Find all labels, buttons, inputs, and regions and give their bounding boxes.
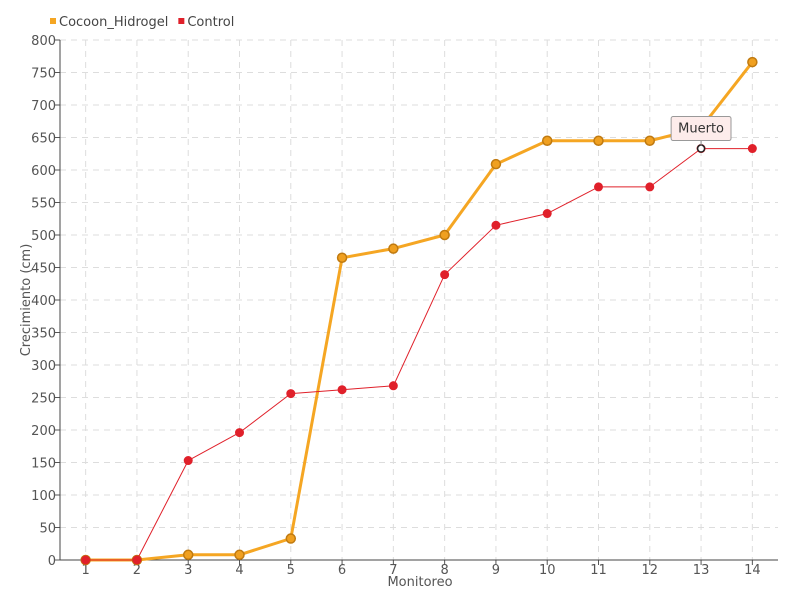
data-point-control bbox=[183, 456, 193, 466]
y-tick-label: 300 bbox=[31, 359, 56, 374]
data-point-cocoon-hidrogel bbox=[490, 158, 502, 170]
data-point-cocoon-hidrogel bbox=[747, 56, 758, 68]
data-point-control bbox=[337, 385, 347, 395]
y-tick-label: 800 bbox=[31, 34, 56, 49]
y-tick-labels: 0 50 100 150 200 250 300 350 400 450 500 550 600 650 7… bbox=[31, 34, 56, 569]
axes bbox=[55, 39, 778, 565]
annotation-box bbox=[670, 116, 732, 142]
legend-label-cocoon-hidrogel: Cocoon_Hidrogel bbox=[59, 15, 168, 30]
x-tick-label: 6 bbox=[338, 563, 346, 578]
x-tick-label: 8 bbox=[441, 563, 449, 578]
grid-lines bbox=[60, 39, 778, 560]
data-point-control bbox=[235, 428, 244, 438]
legend-swatch-control bbox=[178, 18, 185, 24]
data-point-cocoon-hidrogel bbox=[439, 229, 450, 241]
x-tick-label: 2 bbox=[133, 563, 141, 578]
data-point-control bbox=[645, 182, 655, 192]
y-tick-label: 350 bbox=[31, 327, 56, 342]
x-tick-label: 7 bbox=[389, 563, 397, 578]
data-point-control bbox=[81, 555, 91, 565]
data-point-control bbox=[747, 144, 757, 154]
series-line-cocoon-hidrogel bbox=[85, 61, 754, 562]
series-group bbox=[80, 56, 758, 566]
data-point-control bbox=[286, 389, 296, 399]
y-tick-label: 500 bbox=[31, 229, 56, 244]
x-tick-label: 12 bbox=[642, 563, 659, 578]
y-tick-label: 600 bbox=[31, 164, 56, 179]
data-point-cocoon-hidrogel bbox=[541, 135, 553, 146]
x-tick-label: 3 bbox=[184, 563, 192, 578]
x-tick-labels: 1 2 3 4 5 6 7 8 9 10 11 12 13 14 bbox=[82, 563, 761, 578]
data-point-control bbox=[491, 220, 501, 230]
data-point-cocoon-hidrogel bbox=[182, 549, 194, 561]
annotations: Muerto bbox=[670, 116, 732, 153]
data-point-control bbox=[388, 381, 398, 391]
x-tick-label: 10 bbox=[539, 563, 556, 578]
y-tick-label: 250 bbox=[31, 392, 56, 407]
legend: Cocoon_Hidrogel Control bbox=[50, 15, 234, 30]
y-tick-label: 150 bbox=[31, 457, 56, 472]
series-line-control bbox=[85, 148, 753, 561]
y-tick-label: 700 bbox=[31, 99, 56, 114]
x-tick-label: 14 bbox=[744, 563, 761, 578]
y-tick-label: 400 bbox=[31, 294, 56, 309]
data-point-cocoon-hidrogel bbox=[234, 549, 245, 561]
x-tick-label: 13 bbox=[693, 563, 710, 578]
y-axis-title: Crecimiento (cm) bbox=[19, 244, 34, 357]
x-tick-label: 1 bbox=[82, 563, 90, 578]
data-point-cocoon-hidrogel bbox=[285, 533, 297, 544]
x-tick-label: 4 bbox=[235, 563, 243, 578]
y-tick-label: 0 bbox=[48, 554, 56, 569]
legend-swatch-cocoon-hidrogel bbox=[50, 18, 56, 24]
x-tick-label: 11 bbox=[590, 563, 607, 578]
data-point-cocoon-hidrogel bbox=[644, 135, 656, 146]
y-tick-label: 50 bbox=[39, 522, 56, 537]
x-tick-label: 9 bbox=[492, 563, 500, 578]
data-point-cocoon-hidrogel bbox=[336, 252, 348, 263]
data-point-control bbox=[440, 270, 450, 280]
y-tick-label: 100 bbox=[31, 489, 56, 504]
y-tick-label: 200 bbox=[31, 424, 56, 439]
y-tick-label: 450 bbox=[31, 262, 56, 277]
x-axis-title: Monitoreo bbox=[387, 575, 452, 590]
data-point-control bbox=[542, 209, 552, 219]
y-tick-label: 650 bbox=[31, 132, 56, 147]
data-point-cocoon-hidrogel bbox=[593, 135, 604, 146]
data-point-control bbox=[132, 555, 142, 565]
annotation-marker bbox=[696, 144, 706, 153]
x-tick-label: 5 bbox=[287, 563, 295, 578]
annotation-label: Muerto bbox=[678, 122, 724, 137]
y-tick-label: 750 bbox=[31, 67, 56, 82]
data-point-cocoon-hidrogel bbox=[388, 243, 399, 254]
legend-label-control: Control bbox=[187, 15, 234, 30]
data-point-control bbox=[594, 182, 603, 192]
y-tick-label: 550 bbox=[31, 197, 56, 212]
